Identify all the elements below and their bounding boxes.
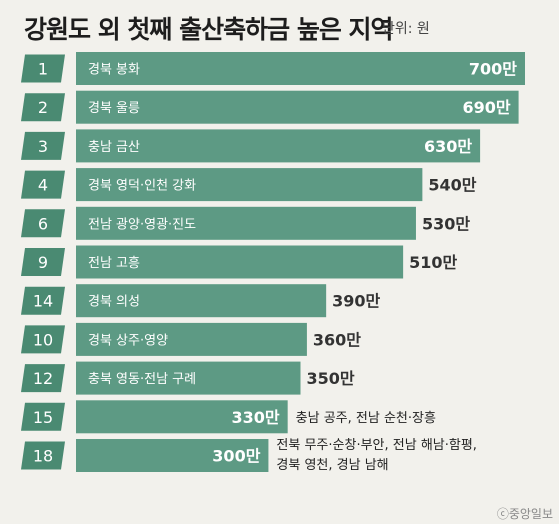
rank-label: 15 xyxy=(33,408,53,427)
region-label: 전남 광양·영광·진도 xyxy=(88,217,196,232)
value-label: 510만 xyxy=(409,253,457,272)
value-label: 690만 xyxy=(462,98,510,117)
region-label: 경북 영덕·인천 강화 xyxy=(88,179,196,194)
rank-badge xyxy=(21,364,65,393)
value-label: 700만 xyxy=(469,60,517,79)
rank-badge xyxy=(21,248,65,276)
bar xyxy=(76,400,288,434)
rank-badge xyxy=(21,93,65,122)
value-label: 330만 xyxy=(232,408,280,427)
rank-badge xyxy=(21,286,65,315)
rank-badge xyxy=(21,402,65,431)
region-label: 경북 봉화 xyxy=(88,63,140,78)
region-label: 경북 상주·영양 xyxy=(88,333,168,348)
rank-badge xyxy=(21,170,65,199)
rank-label: 9 xyxy=(38,253,48,272)
region-label: 충남 금산 xyxy=(88,140,140,155)
value-label: 390만 xyxy=(332,292,380,311)
bar-row: 10 경북 상주·영양 360만 xyxy=(21,322,361,356)
rank-label: 12 xyxy=(33,369,53,388)
region-list-label: 충남 공주, 전남 순천·장흥 xyxy=(296,411,436,426)
bar xyxy=(76,206,416,240)
bar-row: 15 330만 충남 공주, 전남 순천·장흥 xyxy=(21,400,436,434)
value-label: 530만 xyxy=(422,214,470,233)
value-label: 360만 xyxy=(313,330,361,349)
rank-label: 3 xyxy=(38,137,48,156)
value-label: 300만 xyxy=(212,447,260,466)
region-list-label: 경북 영천, 경남 남해 xyxy=(276,458,388,473)
unit-label: 단위: 원 xyxy=(382,21,430,37)
bar xyxy=(76,245,404,279)
region-label: 전남 고흥 xyxy=(88,256,140,271)
bar-row: 4 경북 영덕·인천 강화 540만 xyxy=(21,168,477,202)
bar-row: 1 경북 봉화 700만 xyxy=(21,52,525,85)
chart-title: 강원도 외 첫째 출산축하금 높은 지역 xyxy=(24,15,394,44)
region-label: 경북 의성 xyxy=(88,295,140,310)
bar xyxy=(76,284,327,318)
bar-row: 3 충남 금산 630만 xyxy=(21,129,481,163)
bar-row: 6 전남 광양·영광·진도 530만 xyxy=(21,206,470,240)
rank-badge xyxy=(21,131,65,160)
region-label: 경북 울릉 xyxy=(88,101,140,116)
rank-label: 2 xyxy=(38,98,48,117)
bar xyxy=(76,52,525,85)
bar-row: 2 경북 울릉 690만 xyxy=(21,90,519,124)
rank-label: 6 xyxy=(38,214,48,233)
value-label: 540만 xyxy=(428,176,476,195)
rank-label: 10 xyxy=(33,330,53,349)
rank-badge xyxy=(21,54,65,83)
rank-label: 1 xyxy=(38,60,48,79)
bar xyxy=(76,439,269,472)
publisher-logo: ⓒ중앙일보 xyxy=(496,507,553,521)
bar xyxy=(76,90,519,124)
rank-label: 14 xyxy=(33,292,53,311)
bar xyxy=(76,129,481,163)
rank-badge xyxy=(21,209,65,238)
bar xyxy=(76,322,307,356)
region-label: 충북 영동·전남 구례 xyxy=(88,372,196,387)
rank-label: 18 xyxy=(33,447,53,466)
value-label: 350만 xyxy=(307,369,355,388)
bar xyxy=(76,168,423,202)
bar xyxy=(76,361,301,395)
bar-row: 18 300만 전북 무주·순창·부안, 전남 해남·함평, 경북 영천, 경남 남해 xyxy=(21,438,477,473)
rank-label: 4 xyxy=(38,176,48,195)
rank-badge xyxy=(21,325,65,354)
region-list-label: 전북 무주·순창·부안, 전남 해남·함평, xyxy=(276,438,477,453)
value-label: 630만 xyxy=(424,137,472,156)
bar-row: 9 전남 고흥 510만 xyxy=(21,245,458,279)
bar-row: 14 경북 의성 390만 xyxy=(21,284,381,318)
bar-row: 12 충북 영동·전남 구례 350만 xyxy=(21,361,355,395)
rank-badge xyxy=(21,441,65,470)
